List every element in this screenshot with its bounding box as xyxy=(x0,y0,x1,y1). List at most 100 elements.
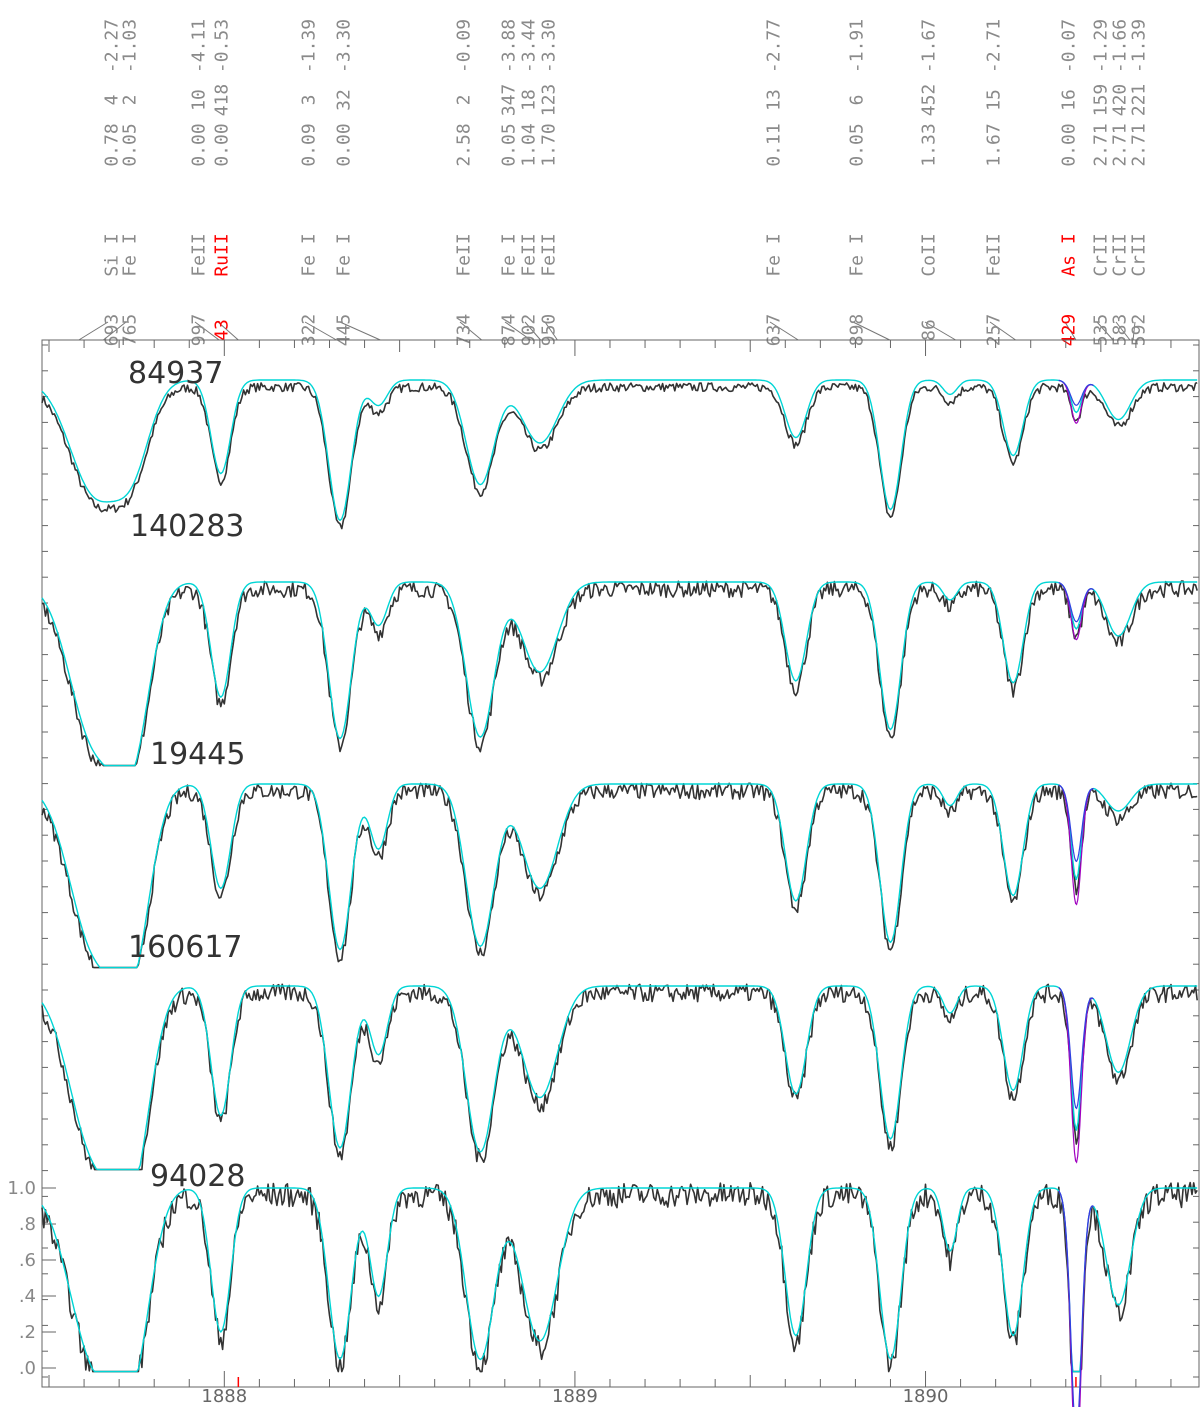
line-id-leader xyxy=(78,321,109,341)
line-id-loggf: -1.91 xyxy=(847,19,868,73)
series-94028 xyxy=(41,1181,1198,1407)
observed-spectrum xyxy=(41,381,1198,530)
line-id-loggf: -3.44 xyxy=(519,19,540,73)
synthetic-as-low xyxy=(1058,379,1094,406)
line-id-count: 2 xyxy=(120,95,141,106)
line-id-loggf: -3.30 xyxy=(539,19,560,73)
observed-spectrum xyxy=(41,1181,1198,1373)
synthetic-as-high xyxy=(1058,379,1094,424)
synthetic-spectrum xyxy=(41,1187,1198,1373)
line-id-wavelength: 874 xyxy=(499,314,520,347)
line-id-wavelength: 637 xyxy=(764,314,785,347)
line-id-count: 123 xyxy=(539,84,560,117)
line-id-excitation: 0.05 xyxy=(499,123,520,166)
line-id-excitation: 0.05 xyxy=(120,123,141,166)
line-id-excitation: 2.71 xyxy=(1129,123,1150,166)
line-id-leader xyxy=(1064,321,1077,341)
line-id-excitation: 0.05 xyxy=(847,123,868,166)
line-id-species: Fe I xyxy=(334,233,355,276)
y-tick-label: .2 xyxy=(19,1322,36,1343)
line-id: 693 Si I 0.78 4 -2.27 xyxy=(78,19,123,347)
y-tick-label: .6 xyxy=(19,1250,36,1271)
line-id-leader xyxy=(769,321,799,341)
line-id-count: 15 xyxy=(984,89,1005,111)
line-id: 429 As I 0.00 16 -0.07 xyxy=(1059,19,1080,346)
line-id-leader xyxy=(544,321,558,341)
line-id: 874 Fe I 0.05 347 -3.88 xyxy=(499,19,532,347)
line-id-excitation: 2.71 xyxy=(1091,123,1112,166)
line-id-count: 13 xyxy=(764,89,785,111)
x-tick-label: 1889 xyxy=(552,1386,598,1407)
y-tick-label: .4 xyxy=(19,1286,36,1307)
synthetic-spectrum xyxy=(41,581,1198,767)
line-id: 997 FeII 0.00 10 -4.11 xyxy=(189,19,220,346)
line-id: 950 FeII 1.70 123 -3.30 xyxy=(539,19,560,346)
line-id-count: 221 xyxy=(1129,84,1150,117)
line-id-excitation: 0.78 xyxy=(102,123,123,166)
line-id-count: 16 xyxy=(1059,89,1080,111)
line-id-wavelength: 693 xyxy=(102,314,123,347)
line-id-species: Fe I xyxy=(120,233,141,276)
line-id-excitation: 1.33 xyxy=(919,123,940,166)
series-140283 xyxy=(41,580,1198,767)
line-id-loggf: -1.39 xyxy=(1129,19,1150,73)
line-id-species: CrII xyxy=(1110,233,1131,276)
y-tick-label: .0 xyxy=(19,1358,36,1379)
line-id-loggf: -1.29 xyxy=(1091,19,1112,73)
line-id-loggf: -2.77 xyxy=(764,19,785,73)
line-id-excitation: 0.00 xyxy=(334,123,355,166)
line-id-leader xyxy=(504,321,532,341)
line-id-leader xyxy=(989,321,1016,341)
line-id-count: 18 xyxy=(519,89,540,111)
line-id-excitation: 0.00 xyxy=(212,123,233,166)
line-id-loggf: -3.30 xyxy=(334,19,355,73)
synthetic-spectrum xyxy=(41,985,1198,1171)
line-id-leader xyxy=(524,321,541,341)
line-id: 535 CrII 2.71 159 -1.29 xyxy=(1091,19,1114,346)
line-id-species: Fe I xyxy=(299,233,320,276)
line-id-loggf: -0.07 xyxy=(1059,19,1080,73)
star-label: 94028 xyxy=(150,1159,245,1194)
synthetic-as-low xyxy=(1058,1190,1094,1407)
line-id-excitation: 0.11 xyxy=(764,123,785,166)
line-id-excitation: 2.71 xyxy=(1110,123,1131,166)
line-id-wavelength: 898 xyxy=(847,314,868,347)
line-id-count: 10 xyxy=(189,89,210,111)
line-id: 765 Fe I 0.05 2 -1.03 xyxy=(103,19,141,346)
star-labels: 84937 140283 19445 160617 94028 xyxy=(128,356,245,1194)
line-id-leader xyxy=(194,321,220,341)
line-id-wavelength: 950 xyxy=(539,314,560,347)
line-id-loggf: -0.09 xyxy=(454,19,475,73)
line-id-loggf: -2.71 xyxy=(984,19,1005,73)
line-identification-labels: 693 Si I 0.78 4 -2.27 765 Fe I 0.05 2 -1.03 997 FeI… xyxy=(78,19,1150,347)
line-id-species: As I xyxy=(1059,233,1080,276)
line-id-count: 347 xyxy=(499,84,520,117)
line-id-count: 420 xyxy=(1110,84,1131,117)
line-id-leader xyxy=(103,321,127,341)
line-id-leader xyxy=(1132,321,1136,341)
synthetic-as-low xyxy=(1058,784,1094,863)
line-id-species: FeII xyxy=(519,233,540,276)
line-id-excitation: 1.70 xyxy=(539,123,560,166)
star-label: 160617 xyxy=(128,930,243,965)
line-id: 898 Fe I 0.05 6 -1.91 xyxy=(847,19,890,346)
line-id-loggf: -1.03 xyxy=(120,19,141,73)
line-id-count: 418 xyxy=(212,84,233,117)
line-id-wavelength: 997 xyxy=(189,314,210,347)
line-id: 902 FeII 1.04 18 -3.44 xyxy=(519,19,541,346)
synthetic-as-low xyxy=(1058,582,1094,623)
line-id-wavelength: 257 xyxy=(984,314,1005,347)
line-id-loggf: -1.67 xyxy=(919,19,940,73)
line-id-loggf: -1.39 xyxy=(299,19,320,73)
series-19445 xyxy=(41,782,1198,969)
line-id: 592 CrII 2.71 221 -1.39 xyxy=(1129,19,1150,346)
line-id-count: 159 xyxy=(1091,84,1112,117)
line-id-species: FeII xyxy=(189,233,210,276)
line-id-loggf: -0.53 xyxy=(212,19,233,73)
line-id-wavelength: 583 xyxy=(1110,314,1131,347)
line-id-loggf: -1.66 xyxy=(1110,19,1131,73)
line-id: 734 FeII 2.58 2 -0.09 xyxy=(454,19,482,346)
line-id-species: FeII xyxy=(454,233,475,276)
line-id-count: 452 xyxy=(919,84,940,117)
line-id: 257 FeII 1.67 15 -2.71 xyxy=(984,19,1016,346)
